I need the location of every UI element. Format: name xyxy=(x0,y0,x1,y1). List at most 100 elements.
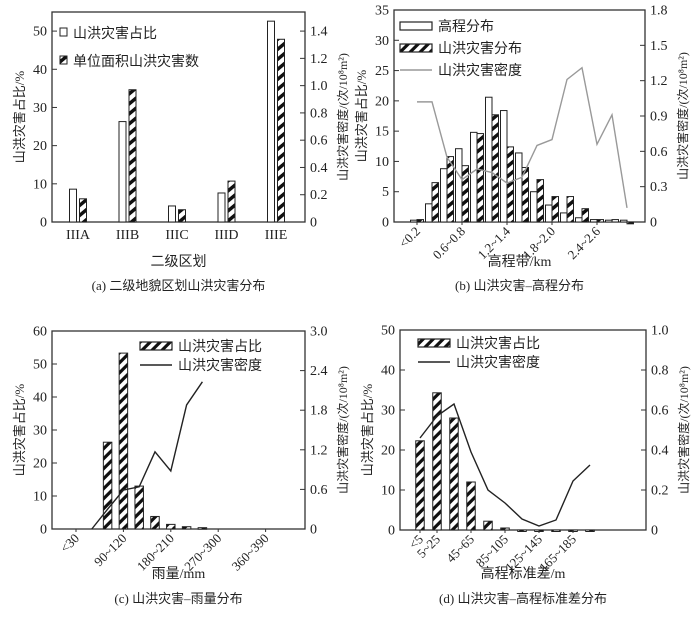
bar-open xyxy=(440,168,448,223)
x-axis-title: 高程标准差/m xyxy=(481,565,566,582)
chart-panel-a: 0 10 20 30 40 50 0 0.2 0.4 0.6 0.8 1.0 1.2 1.4 IIIA III… xyxy=(12,11,350,293)
y-tick-label: 0 xyxy=(388,524,395,539)
x-tick-label: IIIE xyxy=(265,228,288,243)
bar-open xyxy=(485,96,493,223)
x-tick-label: <30 xyxy=(57,531,82,556)
bar-hatched xyxy=(611,219,619,223)
bar-hatched xyxy=(227,180,236,223)
y2-axis-title: 山洪灾害密度/(次/10⁸m²) xyxy=(335,53,350,181)
x-tick-label: 45~65 xyxy=(443,532,477,566)
bar-hatched xyxy=(500,527,510,531)
y-tick-label: 20 xyxy=(33,457,47,472)
y2-tick-label: 0 xyxy=(651,524,658,539)
y2-tick-label: 1.0 xyxy=(310,79,328,94)
bar-open xyxy=(217,192,226,223)
y2-tick-label: 0.2 xyxy=(310,188,328,203)
bar-hatched xyxy=(566,196,574,223)
bar-open xyxy=(545,204,553,223)
x-tick-label: 2.4~2.6 xyxy=(565,223,604,262)
bar-hatched xyxy=(491,114,499,223)
legend-item: 山洪灾害占比 xyxy=(59,25,157,42)
legend-item: 山洪灾害占比 xyxy=(417,335,540,352)
y-tick-label: 10 xyxy=(33,177,47,192)
y2-tick-label: 0.6 xyxy=(650,145,668,160)
bar-open xyxy=(455,148,463,223)
bar-hatched xyxy=(466,481,476,531)
y-tick-label: 35 xyxy=(375,4,389,19)
bar-hatched xyxy=(181,526,192,530)
bar-open xyxy=(69,188,77,223)
y2-tick-label: 0 xyxy=(650,216,657,231)
bar-open xyxy=(575,217,583,223)
chart-panel-b: 0 5 10 15 20 25 30 35 0 0.3 0.6 0.9 1.2 1.5 1.8 <0.2 0.6… xyxy=(354,4,690,294)
y-tick-label: 25 xyxy=(375,64,389,79)
bar-hatched xyxy=(79,198,87,223)
y2-tick-label: 1.2 xyxy=(310,443,328,458)
legend-label: 山洪灾害分布 xyxy=(438,40,522,57)
legend-swatch xyxy=(399,21,433,31)
legend-label: 山洪灾害密度 xyxy=(438,62,522,79)
legend-swatch xyxy=(399,43,433,53)
y2-tick-label: 0.9 xyxy=(650,110,668,125)
y-tick-label: 30 xyxy=(381,404,395,419)
bar-hatched xyxy=(166,523,176,530)
bar-hatched xyxy=(521,166,529,223)
density-line xyxy=(419,402,591,527)
bar-open xyxy=(425,203,433,223)
bar-hatched xyxy=(506,146,514,223)
bar-open xyxy=(530,191,538,223)
y2-tick-label: 0.4 xyxy=(310,161,328,176)
y2-tick-label: 1.2 xyxy=(650,74,668,89)
y-tick-label: 30 xyxy=(33,424,47,439)
bar-hatched xyxy=(581,208,589,223)
y2-tick-label: 1.2 xyxy=(310,52,328,67)
y-axis-title: 山洪灾害占比/% xyxy=(354,70,369,163)
bar-open xyxy=(118,121,127,223)
y-tick-label: 20 xyxy=(33,139,47,154)
density-line xyxy=(91,381,203,530)
y2-tick-label: 0 xyxy=(310,523,317,538)
x-tick-label: IIIB xyxy=(116,228,139,243)
bar-open xyxy=(620,219,628,223)
y-tick-label: 20 xyxy=(381,444,395,459)
bar-open xyxy=(515,152,523,223)
legend-swatch xyxy=(59,27,68,37)
bar-hatched xyxy=(536,179,544,223)
y-tick-label: 50 xyxy=(33,25,47,40)
y-tick-label: 40 xyxy=(381,364,395,379)
y-tick-label: 50 xyxy=(381,324,395,339)
bar-hatched xyxy=(476,133,484,223)
y-tick-label: 5 xyxy=(382,185,389,200)
x-tick-label: IIIC xyxy=(165,228,188,243)
bar-hatched xyxy=(197,527,208,530)
bar-hatched xyxy=(277,38,285,223)
bar-hatched xyxy=(128,89,137,223)
legend-label: 山洪灾害占比 xyxy=(73,25,157,42)
bar-hatched xyxy=(416,219,424,223)
y-tick-label: 50 xyxy=(33,358,47,373)
bar-open xyxy=(267,20,275,223)
x-tick-label: <0.2 xyxy=(396,224,423,251)
y2-tick-label: 0.4 xyxy=(651,444,669,459)
y2-tick-label: 1.8 xyxy=(310,404,328,419)
legend-item: 高程分布 xyxy=(399,18,494,35)
x-axis-title: 高程带/km xyxy=(488,253,552,270)
x-tick-label: IIID xyxy=(214,228,238,243)
legend-swatch xyxy=(59,55,68,65)
y2-tick-label: 0.6 xyxy=(310,134,328,149)
x-tick-label: 0.6~0.8 xyxy=(430,224,469,263)
bar-hatched xyxy=(596,219,604,223)
bar-hatched xyxy=(551,529,561,532)
legend-item: 山洪灾害密度 xyxy=(400,62,522,79)
y2-tick-label: 0.8 xyxy=(310,106,328,121)
y2-tick-label: 1.0 xyxy=(651,324,669,339)
bar-hatched xyxy=(551,196,559,223)
bar-hatched xyxy=(415,440,425,531)
y-tick-label: 10 xyxy=(33,490,47,505)
bar-open xyxy=(410,219,418,223)
y-tick-label: 0 xyxy=(40,216,47,231)
bar-hatched xyxy=(118,352,129,530)
